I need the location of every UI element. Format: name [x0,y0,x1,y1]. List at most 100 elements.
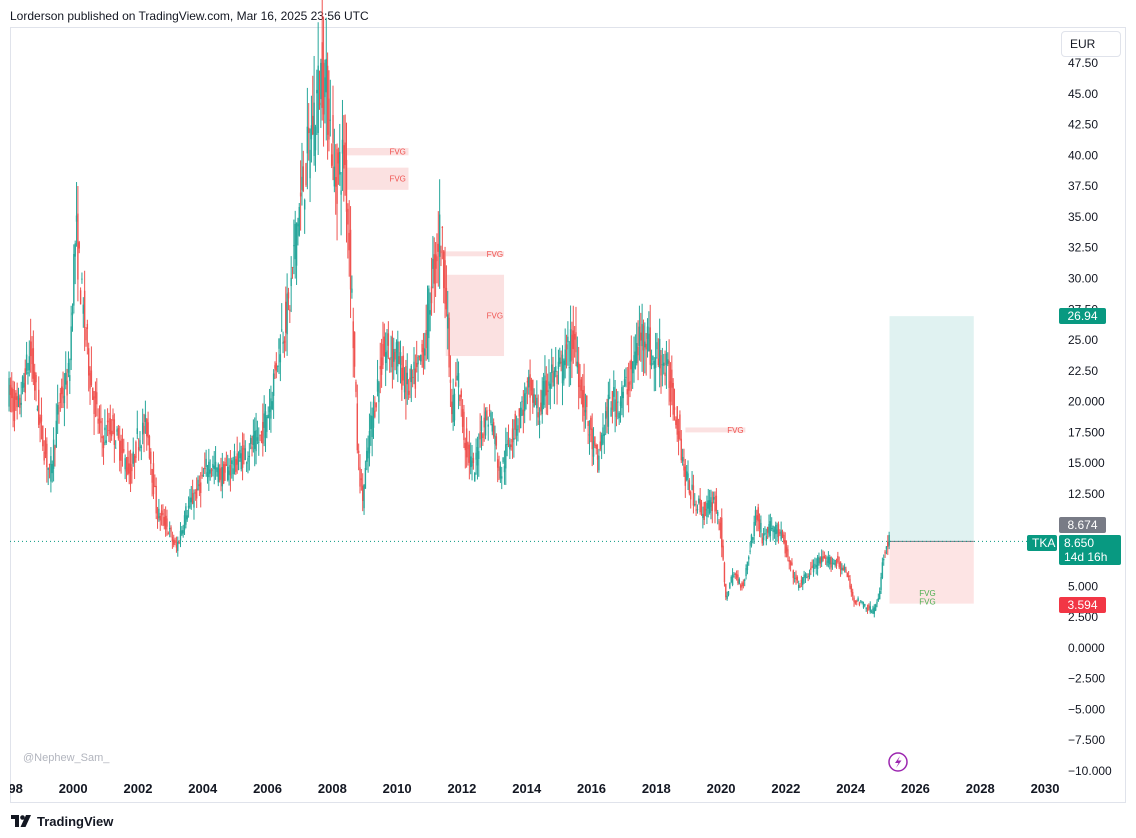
candle-body [788,560,790,562]
candle-body [140,446,143,448]
candle-body [298,206,300,236]
candle-body [511,428,514,443]
candle-body [281,329,283,331]
x-tick-label: 2004 [188,781,218,796]
candle-body [856,601,858,603]
candle-body [181,530,183,535]
candle-body [13,396,16,422]
candle-body [690,491,692,500]
candle-body [256,437,259,441]
candle-body [163,517,165,526]
candle-body [618,412,620,419]
candle-body [561,354,564,384]
candle-body [8,378,10,407]
candle-body [806,577,808,579]
candle-body [141,422,144,435]
zones-layer [10,147,1058,604]
candle-body [100,420,102,424]
candle-body [517,425,519,431]
y-tick-label: 2.500 [1068,610,1098,624]
candle-body [204,467,206,470]
candle-body [600,434,603,446]
candle-body [262,421,264,444]
candle-body [391,336,394,368]
candle-body [591,428,593,450]
candle-body [851,591,854,596]
candle-body [303,199,306,210]
candle-body [20,402,22,405]
candle-body [405,366,407,399]
candle-body [586,395,588,408]
candle-body [31,349,33,365]
candle-body [823,555,826,559]
candle-body [376,379,379,392]
candle-body [754,510,757,523]
candle-body [447,314,449,329]
tradingview-logo-icon [11,815,31,827]
footer-brand[interactable]: TradingView [10,812,113,830]
candle-body [243,445,245,450]
candle-body [610,407,612,417]
candle-body [503,465,506,473]
candle-body [426,303,429,336]
candle-body [210,469,213,472]
candle-body [625,376,627,379]
candle-body [796,577,799,581]
candle-body [683,464,685,471]
candle-body [658,338,661,369]
currency-button[interactable]: EUR [1061,31,1121,57]
candle-body [353,332,356,367]
candle-body [106,420,109,423]
candle-body [74,243,76,257]
candle-body [637,346,639,356]
candle-body [617,401,619,403]
candle-body [461,409,464,427]
candle-body [287,292,290,299]
candle-body [510,444,512,448]
candle-body [410,365,413,383]
candle-body [803,574,805,578]
candle-body [50,456,52,482]
fvg-zone [685,427,746,433]
candle-body [675,419,677,425]
author-watermark: @Nephew_Sam_ [23,752,110,764]
candle-body [665,353,668,366]
candle-body [258,441,260,443]
candle-body [795,574,797,580]
candle-body [641,323,643,347]
candle-body [455,382,457,387]
candle-body [685,471,688,481]
candle-body [276,365,279,367]
candle-body [125,467,128,472]
candle-body [194,492,197,494]
candle-body [398,356,400,364]
candle-body [860,600,862,602]
candle-body [702,513,704,518]
candle-body [289,309,291,311]
candle-body [42,425,44,447]
candle-body [779,532,781,534]
candle-body [653,360,655,369]
candle-body [135,441,137,459]
candle-body [364,468,367,489]
candle-body [495,436,498,446]
candle-body [862,603,865,608]
candle-body [784,540,786,554]
candle-body [213,465,215,469]
candle-body [595,445,597,449]
candle-body [48,464,51,466]
lightning-icon[interactable] [888,752,908,772]
candle-body [272,373,275,396]
candle-body [152,463,155,495]
x-tick-label: 2024 [836,781,866,796]
candle-body [227,466,229,481]
candle-body [479,431,481,440]
candle-body [453,393,456,421]
x-tick-label: 2010 [383,781,412,796]
candle-body [734,573,736,576]
candle-body [320,62,322,100]
candle-body [21,376,24,389]
candle-body [421,343,423,353]
candle-body [575,332,577,353]
